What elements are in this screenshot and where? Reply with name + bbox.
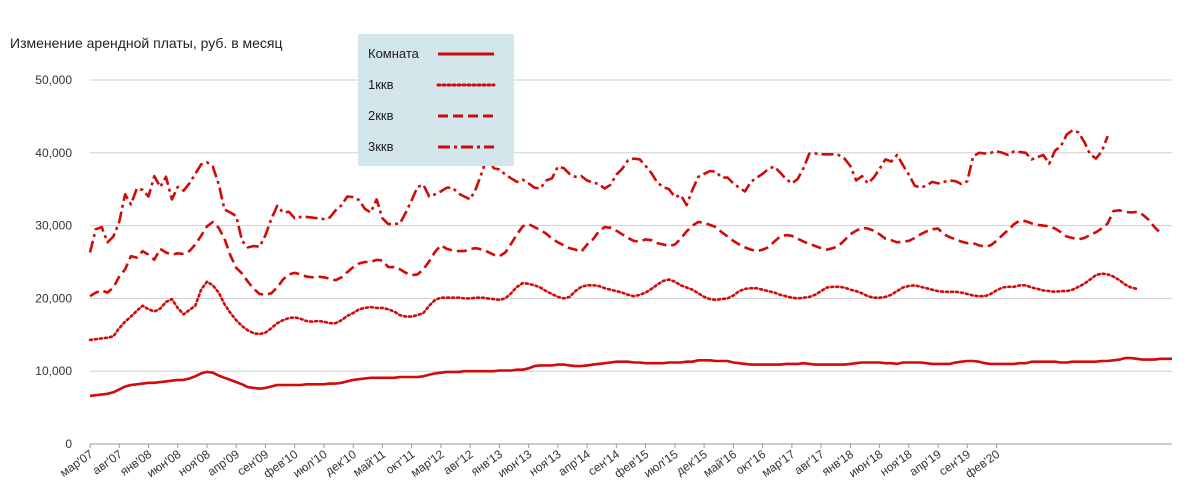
chart-title: Изменение арендной платы, руб. в месяц (10, 35, 283, 51)
grid-lines (90, 79, 1172, 445)
x-tick-label: апр'09 (205, 447, 242, 479)
x-tick-label: ноя'08 (176, 447, 213, 479)
legend-background (358, 34, 514, 166)
x-tick-label: авг'12 (441, 447, 476, 478)
y-tick-label: 0 (65, 437, 72, 451)
legend-label: Комната (368, 46, 420, 61)
x-tick-label: июл'10 (290, 447, 329, 480)
y-tick-label: 10,000 (35, 364, 72, 378)
x-tick-label: авг'07 (90, 447, 125, 478)
y-tick-label: 50,000 (35, 73, 72, 87)
x-tick-label: ноя'18 (877, 447, 914, 479)
x-tick-label: май'16 (701, 447, 740, 480)
series-line-1ккв (88, 272, 1139, 342)
legend-label: 2ккв (368, 108, 394, 123)
legend: Комната 1ккв 2ккв 3ккв (358, 34, 514, 166)
y-tick-label: 40,000 (35, 146, 72, 160)
y-tick-label: 20,000 (35, 291, 72, 305)
series-line-3ккв (88, 128, 1109, 253)
x-tick-label: мар'07 (57, 447, 96, 480)
series-line-Комната (89, 356, 1172, 398)
x-tick-label: апр'14 (556, 447, 593, 479)
x-tick-label: авг'17 (792, 447, 827, 478)
x-tick-label: июн'18 (846, 447, 885, 480)
series-lines (88, 128, 1172, 398)
x-tick-label: апр'19 (907, 447, 944, 479)
x-tick-label: ноя'13 (527, 447, 564, 479)
y-axis-labels: 0 10,000 20,000 30,000 40,000 50,000 (35, 73, 72, 451)
x-tick-label: июн'08 (144, 447, 183, 480)
series-line-2ккв (89, 209, 1162, 298)
y-tick-label: 30,000 (35, 219, 72, 233)
x-tick-label: июн'13 (495, 447, 534, 480)
x-axis-labels: мар'07авг'07янв'08июн'08ноя'08апр'09сен'… (57, 444, 1003, 481)
x-tick-label: июл'15 (641, 447, 680, 480)
x-tick-label: мар'12 (408, 447, 447, 480)
x-tick-label: фев'20 (963, 447, 1003, 481)
x-tick-label: май'11 (350, 447, 388, 480)
x-tick-label: мар'17 (759, 447, 798, 480)
legend-label: 3ккв (368, 139, 394, 154)
legend-label: 1ккв (368, 77, 394, 92)
